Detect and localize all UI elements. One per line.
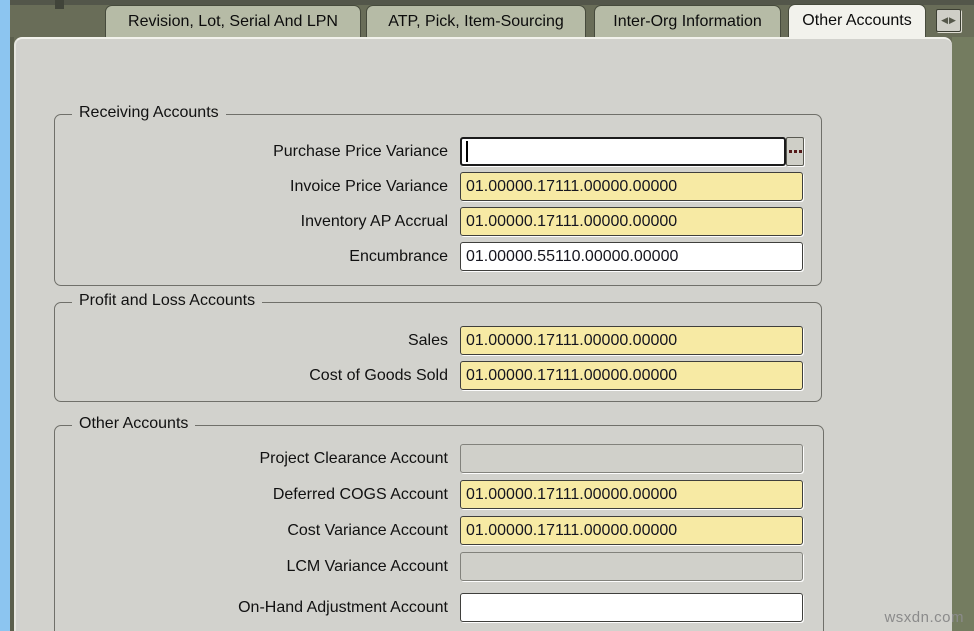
on-hand-adjustment-account-input[interactable] — [460, 593, 803, 622]
inventory-ap-accrual-input[interactable] — [460, 207, 803, 236]
deferred-cogs-account-input[interactable] — [460, 480, 803, 509]
tab-scroll-button[interactable]: ◀ ▶ — [936, 9, 961, 32]
group-title: Profit and Loss Accounts — [72, 292, 263, 310]
cost-variance-account-input[interactable] — [460, 516, 803, 545]
purchase-price-variance-input[interactable] — [460, 137, 786, 166]
window-top-notch — [55, 0, 64, 9]
row-cost-of-goods-sold: Cost of Goods Sold — [55, 361, 821, 390]
field-label: Cost of Goods Sold — [309, 367, 448, 384]
row-lcm-variance-account: LCM Variance Account — [55, 552, 823, 581]
window-edge-left-blue — [0, 0, 10, 631]
group-receiving-accounts: Receiving Accounts Purchase Price Varian… — [54, 104, 822, 286]
group-other-accounts: Other Accounts Project Clearance Account… — [54, 415, 824, 631]
group-title: Receiving Accounts — [72, 104, 226, 122]
field-label: Project Clearance Account — [259, 450, 448, 467]
row-inventory-ap-accrual: Inventory AP Accrual — [55, 207, 821, 236]
tab-other-accounts[interactable]: Other Accounts — [788, 4, 926, 37]
group-title: Other Accounts — [72, 415, 196, 433]
window-frame-right — [952, 37, 974, 631]
watermark-text: wsxdn.com — [884, 609, 964, 626]
field-label: Sales — [407, 332, 448, 349]
field-label: Inventory AP Accrual — [300, 213, 448, 230]
project-clearance-account-input — [460, 444, 803, 473]
group-profit-and-loss-accounts: Profit and Loss Accounts Sales Cost of G… — [54, 292, 822, 402]
window-top-edge — [0, 0, 974, 5]
tab-revision-lot-serial-and-lpn[interactable]: Revision, Lot, Serial And LPN — [105, 5, 361, 37]
encumbrance-input[interactable] — [460, 242, 803, 271]
row-purchase-price-variance: Purchase Price Variance — [55, 137, 821, 166]
row-on-hand-adjustment-account: On-Hand Adjustment Account — [55, 593, 823, 622]
row-deferred-cogs-account: Deferred COGS Account — [55, 480, 823, 509]
field-label: Purchase Price Variance — [273, 143, 448, 160]
lov-ellipsis-icon — [793, 150, 797, 153]
field-label: On-Hand Adjustment Account — [238, 599, 448, 616]
row-sales: Sales — [55, 326, 821, 355]
text-caret — [466, 141, 468, 162]
field-label: Encumbrance — [349, 248, 448, 265]
field-label: LCM Variance Account — [286, 558, 448, 575]
tab-atp-pick-item-sourcing[interactable]: ATP, Pick, Item-Sourcing — [366, 5, 586, 37]
arrow-left-icon: ◀ — [941, 15, 948, 25]
cost-of-goods-sold-input[interactable] — [460, 361, 803, 390]
field-label: Deferred COGS Account — [272, 486, 448, 503]
row-cost-variance-account: Cost Variance Account — [55, 516, 823, 545]
arrow-right-icon: ▶ — [949, 15, 956, 25]
row-project-clearance-account: Project Clearance Account — [55, 444, 823, 473]
sales-input[interactable] — [460, 326, 803, 355]
lov-ellipsis-icon — [788, 150, 792, 153]
lcm-variance-account-input — [460, 552, 803, 581]
row-invoice-price-variance: Invoice Price Variance — [55, 172, 821, 201]
field-label: Cost Variance Account — [287, 522, 448, 539]
row-encumbrance: Encumbrance — [55, 242, 821, 271]
lov-ellipsis-icon — [798, 150, 802, 153]
invoice-price-variance-input[interactable] — [460, 172, 803, 201]
window-frame-left — [10, 37, 14, 631]
field-label: Invoice Price Variance — [290, 178, 448, 195]
tab-inter-org-information[interactable]: Inter-Org Information — [594, 5, 781, 37]
other-accounts-canvas: Receiving Accounts Purchase Price Varian… — [14, 37, 952, 631]
lov-ellipsis-button[interactable] — [786, 137, 804, 166]
